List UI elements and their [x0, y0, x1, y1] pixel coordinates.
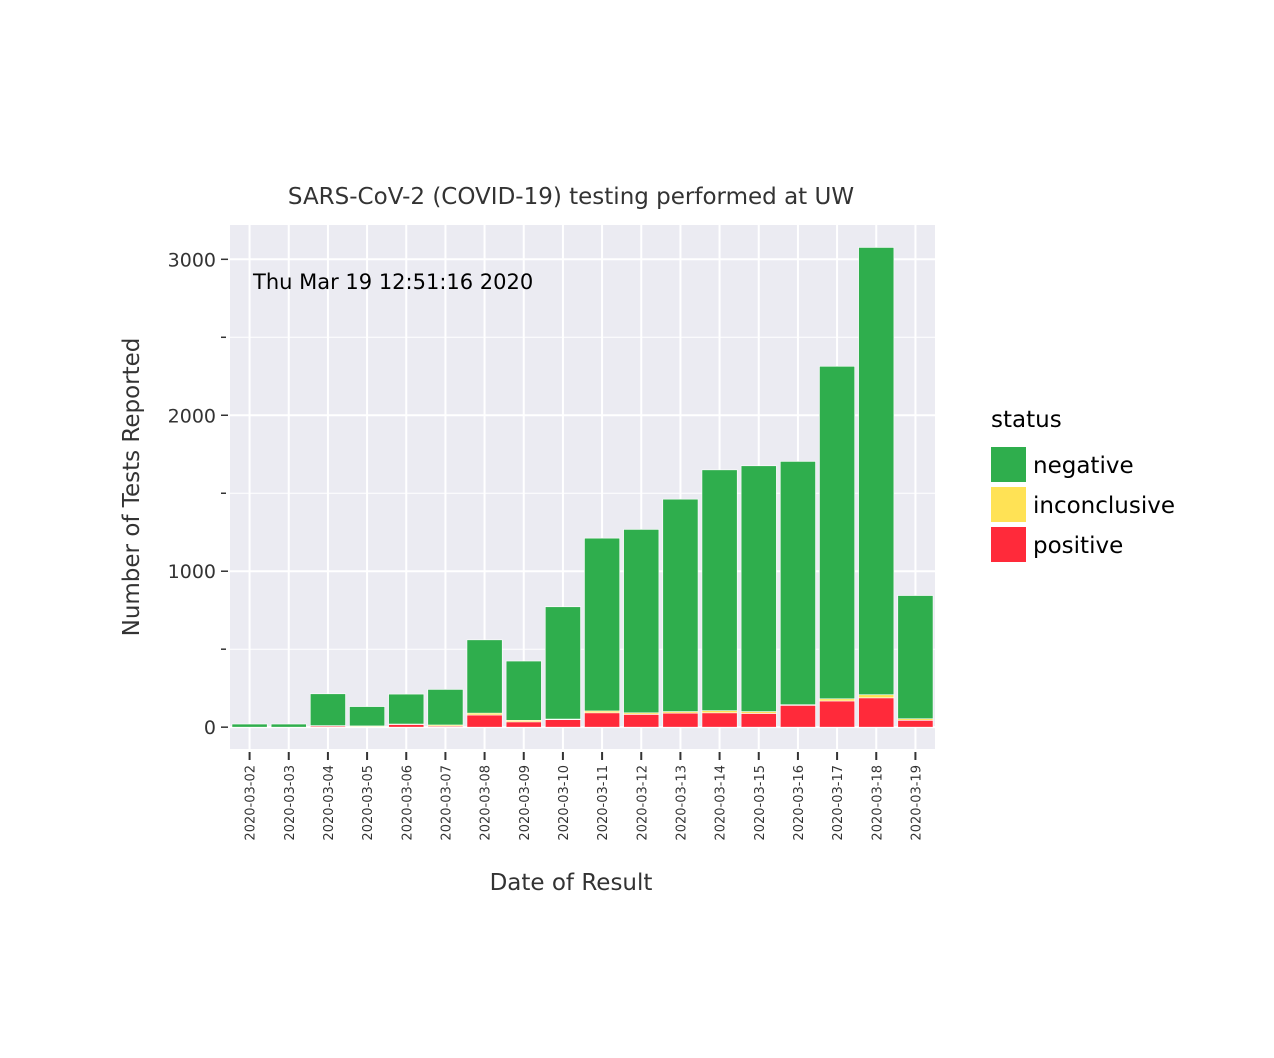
xtick-label: 2020-03-10 — [557, 765, 572, 841]
bar-negative-2020-03-06 — [388, 693, 425, 725]
xtick-label: 2020-03-08 — [479, 765, 494, 841]
y-axis-ticks: 0 1000 2000 3000 — [168, 249, 228, 739]
bar-negative-2020-03-14 — [701, 469, 738, 711]
bar-positive-2020-03-08 — [466, 714, 503, 728]
bar-positive-2020-03-15 — [740, 713, 777, 728]
bars — [231, 247, 934, 728]
x-axis-ticks: 2020-03-02 2020-03-03 2020-03-04 2020-03-05… — [244, 752, 924, 841]
xtick-label: 2020-03-13 — [674, 765, 689, 841]
xtick-label: 2020-03-16 — [792, 765, 807, 841]
bar-positive-2020-03-14 — [701, 712, 738, 728]
bar-negative-2020-03-04 — [309, 693, 346, 726]
legend-title: status — [991, 407, 1062, 433]
bar-positive-2020-03-13 — [662, 712, 699, 728]
legend-swatch-inconclusive — [991, 487, 1026, 522]
bar-negative-2020-03-07 — [427, 689, 464, 726]
legend-swatch-positive — [991, 527, 1026, 562]
y-axis-title: Number of Tests Reported — [119, 338, 145, 637]
xtick-label: 2020-03-03 — [283, 765, 298, 841]
legend-swatch-negative — [991, 447, 1026, 482]
bar-negative-2020-03-16 — [779, 461, 816, 706]
bar-negative-2020-03-08 — [466, 639, 503, 714]
bar-negative-2020-03-12 — [623, 529, 660, 714]
xtick-label: 2020-03-06 — [400, 765, 415, 841]
bar-inconclusive-2020-03-18 — [858, 694, 895, 699]
xtick-label: 2020-03-11 — [596, 765, 611, 841]
xtick-label: 2020-03-15 — [753, 765, 768, 841]
bar-positive-2020-03-11 — [584, 712, 621, 728]
timestamp-annotation: Thu Mar 19 12:51:16 2020 — [252, 270, 533, 294]
chart-title: SARS-CoV-2 (COVID-19) testing performed … — [288, 184, 854, 210]
bar-positive-2020-03-10 — [544, 719, 581, 728]
x-axis-title: Date of Result — [490, 870, 653, 896]
bar-negative-2020-03-18 — [858, 247, 895, 696]
bar-positive-2020-03-16 — [779, 705, 816, 728]
xtick-label: 2020-03-19 — [909, 765, 924, 841]
bar-negative-2020-03-13 — [662, 498, 699, 712]
plot-panel — [230, 225, 935, 749]
bar-negative-2020-03-05 — [349, 706, 386, 727]
bar-positive-2020-03-17 — [819, 700, 856, 728]
bar-positive-2020-03-12 — [623, 714, 660, 728]
bar-negative-2020-03-09 — [505, 660, 542, 721]
xtick-label: 2020-03-17 — [831, 765, 846, 841]
bar-positive-2020-03-19 — [897, 720, 934, 728]
bar-negative-2020-03-03 — [270, 723, 307, 728]
bar-inconclusive-2020-03-14 — [701, 710, 738, 714]
xtick-label: 2020-03-18 — [870, 765, 885, 841]
bar-positive-2020-03-09 — [505, 721, 542, 728]
bar-negative-2020-03-17 — [819, 365, 856, 700]
legend-label-inconclusive: inconclusive — [1033, 493, 1175, 519]
bar-negative-2020-03-15 — [740, 465, 777, 712]
ytick-label: 1000 — [168, 561, 216, 583]
bar-inconclusive-2020-03-17 — [819, 698, 856, 702]
ytick-label: 2000 — [168, 405, 216, 427]
legend-label-negative: negative — [1033, 453, 1134, 479]
xtick-label: 2020-03-05 — [361, 765, 376, 841]
legend: status negative inconclusive positive — [991, 407, 1175, 562]
bar-positive-2020-03-18 — [858, 697, 895, 728]
ytick-label: 0 — [204, 717, 216, 739]
ytick-label: 3000 — [168, 249, 216, 271]
bar-negative-2020-03-19 — [897, 595, 934, 720]
legend-label-positive: positive — [1033, 533, 1123, 559]
bar-negative-2020-03-02 — [231, 723, 268, 728]
xtick-label: 2020-03-09 — [518, 765, 533, 841]
xtick-label: 2020-03-02 — [244, 765, 259, 841]
xtick-label: 2020-03-14 — [714, 765, 729, 841]
xtick-label: 2020-03-12 — [635, 765, 650, 841]
bar-negative-2020-03-10 — [544, 606, 581, 720]
xtick-label: 2020-03-04 — [322, 765, 337, 841]
bar-negative-2020-03-11 — [584, 537, 621, 712]
xtick-label: 2020-03-07 — [439, 765, 454, 841]
